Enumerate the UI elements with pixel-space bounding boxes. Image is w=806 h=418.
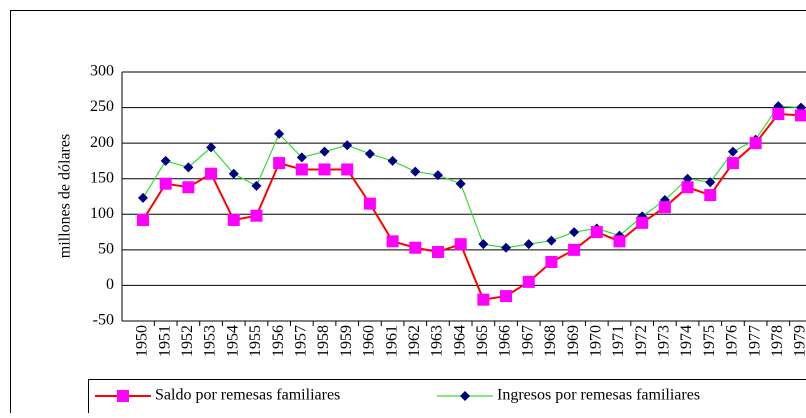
x-tick-label: 1962 [406,325,423,357]
point [772,108,784,120]
x-tick-label: 1950 [134,325,151,357]
x-tick-label: 1961 [383,325,400,357]
point [568,244,580,256]
point [296,163,308,175]
point [682,181,694,193]
point [750,137,762,149]
x-tick-label: 1965 [474,325,491,357]
point [477,294,489,306]
x-tick-label: 1955 [247,325,264,357]
point [182,181,194,193]
x-tick-label: 1952 [179,325,196,357]
legend-label: Ingresos por remesas familiares [497,387,700,404]
x-tick-label: 1972 [633,325,650,357]
point [228,214,240,226]
x-tick-label: 1959 [338,325,355,357]
point [659,201,671,213]
point [591,226,603,238]
point [319,163,331,175]
x-tick-label: 1954 [224,325,241,357]
x-tick-label: 1974 [678,325,695,357]
x-tick-label: 1966 [497,325,514,357]
y-tick-label: 150 [90,169,114,186]
x-tick-label: 1977 [746,325,763,357]
x-tick-label: 1970 [587,325,604,357]
x-tick-label: 1960 [361,325,378,357]
point [795,109,806,121]
y-tick-label: 100 [90,205,114,222]
point [432,246,444,258]
point [613,235,625,247]
point [137,214,149,226]
x-tick-label: 1975 [701,325,718,357]
x-tick-label: 1967 [519,325,536,357]
point [636,217,648,229]
x-tick-label: 1979 [792,325,806,357]
y-tick-label: 50 [98,241,114,258]
point [455,238,467,250]
point [523,276,535,288]
point [704,189,716,201]
point [500,290,512,302]
x-tick-label: 1968 [542,325,559,357]
point [727,157,739,169]
x-tick-label: 1956 [270,325,287,357]
point [364,198,376,210]
point [409,242,421,254]
x-tick-label: 1973 [656,325,673,357]
x-tick-label: 1951 [156,325,173,357]
point [545,256,557,268]
y-tick-label: 200 [90,134,114,151]
point [205,168,217,180]
point [387,235,399,247]
x-tick-label: 1958 [315,325,332,357]
point [160,178,172,190]
point [341,163,353,175]
x-tick-label: 1976 [724,325,741,357]
y-tick-label: 0 [106,276,114,293]
legend-label: Saldo por remesas familiares [155,387,340,404]
y-tick-label: -50 [93,312,114,329]
y-tick-label: 300 [90,63,114,80]
point [273,157,285,169]
x-tick-label: 1953 [202,325,219,357]
x-tick-label: 1969 [565,325,582,357]
x-tick-label: 1963 [429,325,446,357]
x-tick-label: 1957 [293,325,310,357]
point [250,210,262,222]
legend-marker [117,390,129,402]
x-tick-label: 1971 [610,325,627,357]
y-tick-label: 250 [90,98,114,115]
y-axis-label: millones de dólares [57,134,74,258]
x-tick-label: 1964 [451,325,468,357]
x-tick-label: 1978 [769,325,786,357]
